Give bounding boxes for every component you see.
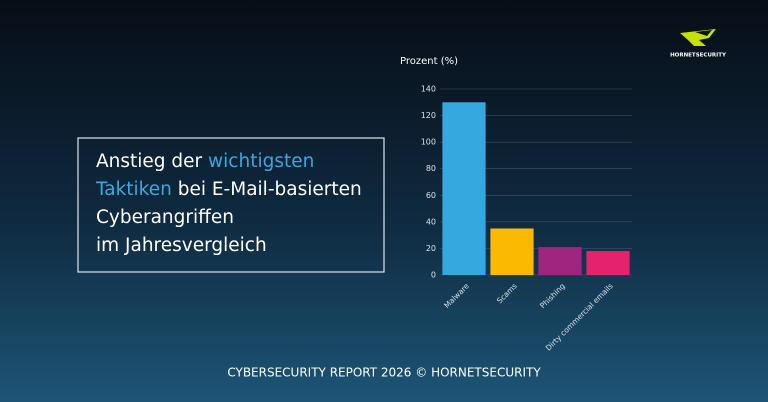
- y-tick-label: 80: [426, 164, 436, 173]
- bar: [442, 102, 486, 276]
- y-tick-label: 20: [426, 244, 436, 253]
- logo-icon: [680, 29, 716, 46]
- y-axis-label: Prozent (%): [400, 56, 458, 67]
- title-line: Taktiken bei E-Mail-basierten: [95, 179, 362, 200]
- title-segment: bei E-Mail-basierten: [172, 179, 362, 200]
- y-tick-label: 60: [426, 191, 436, 200]
- title-line: Cyberangriffen: [96, 207, 234, 228]
- y-tick-label: 120: [421, 111, 436, 120]
- bar: [538, 247, 582, 275]
- y-tick-label: 100: [421, 138, 436, 147]
- title-line: Anstieg der wichtigsten: [96, 151, 314, 172]
- title-segment: Taktiken: [95, 179, 172, 200]
- logo-text: HORNETSECURITY: [670, 53, 727, 59]
- title-segment: wichtigsten: [208, 151, 314, 172]
- title-line: im Jahresvergleich: [96, 235, 267, 256]
- bar: [490, 228, 534, 275]
- title-box: [77, 137, 385, 273]
- title-segment: Anstieg der: [96, 151, 208, 172]
- y-tick-label: 140: [421, 85, 436, 94]
- footer: CYBERSECURITY REPORT 2026 © HORNETSECURI…: [227, 366, 541, 380]
- title-segment: im Jahresvergleich: [96, 235, 267, 256]
- title: Anstieg der wichtigsten Taktiken bei E-Ma…: [95, 151, 362, 256]
- title-segment: Cyberangriffen: [96, 207, 234, 228]
- y-tick-label: 0: [431, 271, 436, 280]
- y-tick-label: 40: [426, 217, 436, 226]
- bar: [586, 251, 630, 275]
